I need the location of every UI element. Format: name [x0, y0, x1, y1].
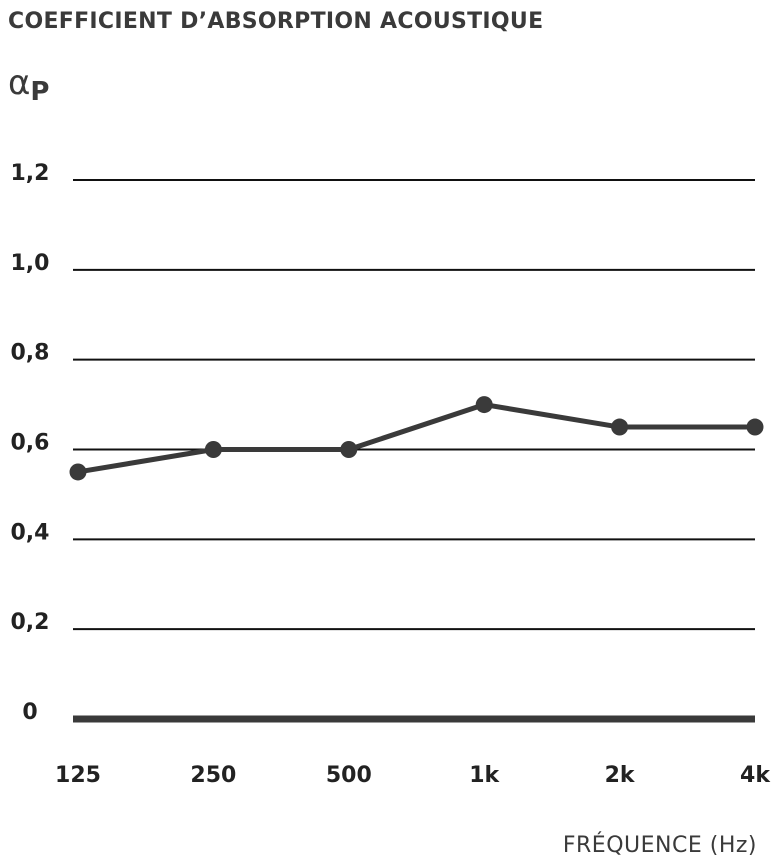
- x-axis-label: FRÉQUENCE (Hz): [563, 832, 757, 858]
- point: [746, 418, 764, 436]
- y-tick-label: 0: [22, 700, 37, 725]
- y-tick-label: 0,6: [11, 431, 50, 456]
- y-label-symbol: α: [8, 63, 30, 103]
- point: [340, 441, 358, 458]
- y-label-subscript: P: [30, 77, 49, 107]
- point: [611, 418, 629, 436]
- x-tick-label: 4k: [740, 763, 771, 788]
- y-tick-label: 0,2: [11, 610, 50, 635]
- y-tick-label: 1,2: [11, 161, 50, 186]
- y-tick-label: 1,0: [11, 251, 50, 276]
- x-tick-label: 125: [55, 763, 101, 788]
- line: [77, 402, 755, 475]
- x-tick-label: 250: [190, 763, 236, 788]
- y-axis-label: αP: [8, 63, 49, 107]
- y-tick-label: 0,4: [11, 520, 50, 545]
- y-tick-label: 0,8: [11, 341, 50, 366]
- x-tick-label: 1k: [469, 763, 500, 788]
- x-tick-label: 2k: [605, 763, 636, 788]
- chart-title: COEFFICIENT D’ABSORPTION ACOUSTIQUE: [8, 9, 543, 34]
- point: [475, 396, 493, 414]
- point: [69, 463, 87, 481]
- point: [204, 441, 222, 458]
- x-tick-label: 500: [326, 763, 372, 788]
